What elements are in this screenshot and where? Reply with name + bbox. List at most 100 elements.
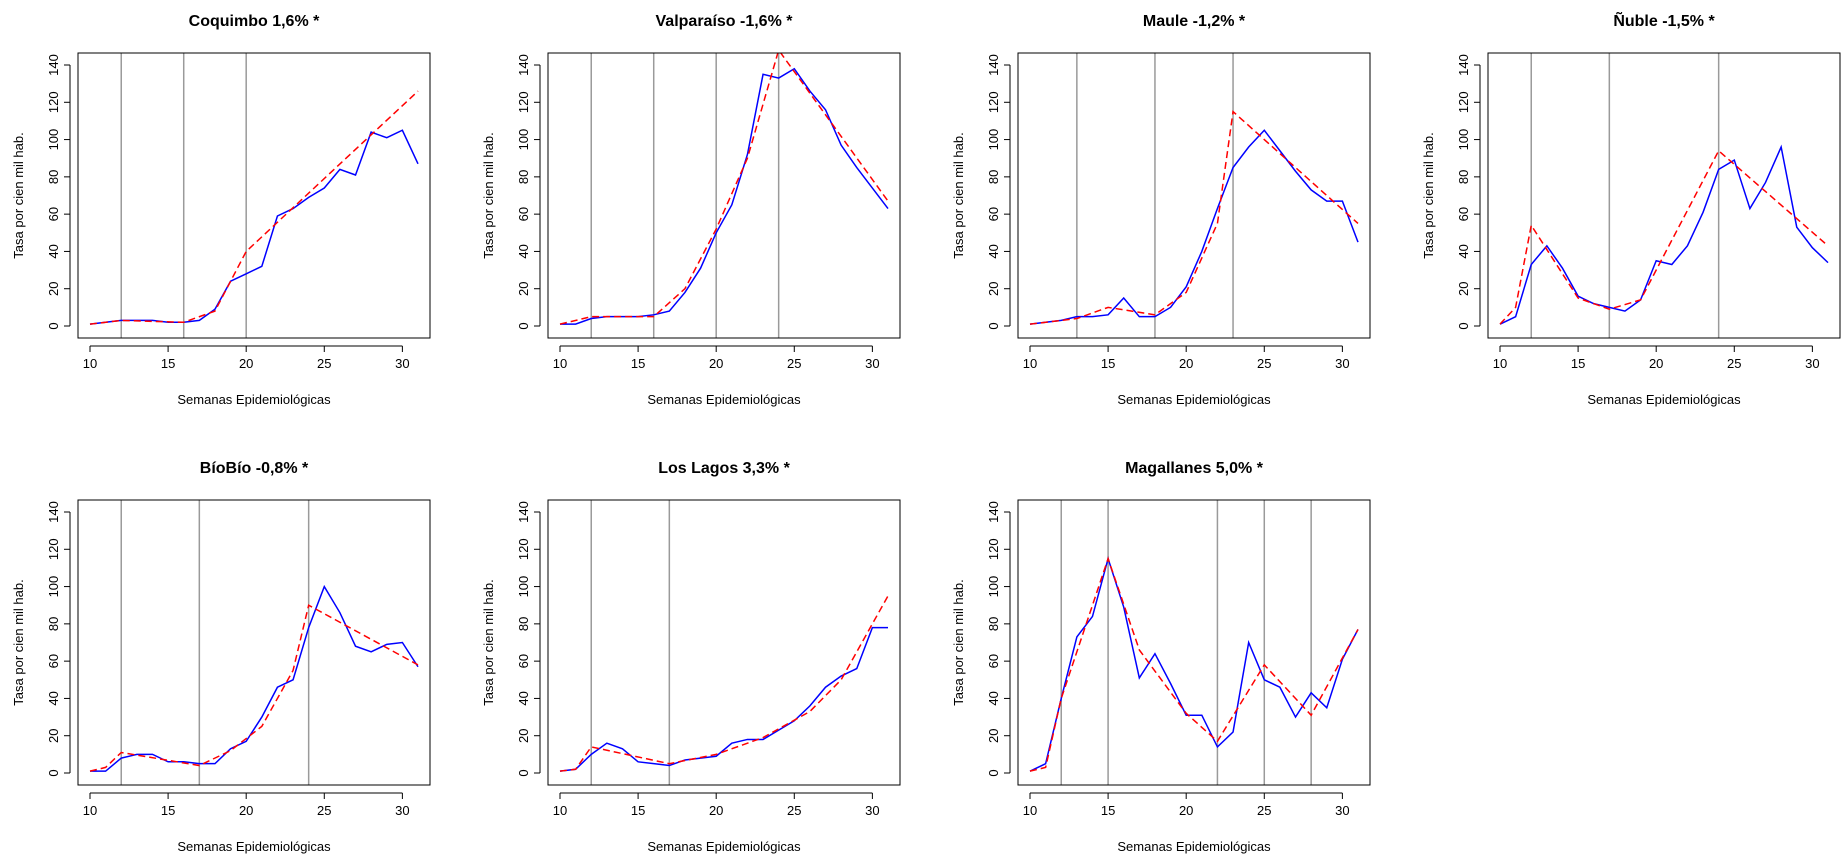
- y-tick-label: 40: [46, 691, 61, 705]
- y-tick-label: 140: [516, 501, 531, 523]
- y-tick-label: 80: [1456, 170, 1471, 184]
- y-tick-label: 120: [516, 91, 531, 113]
- y-tick-label: 140: [986, 501, 1001, 523]
- x-tick-label: 10: [1023, 803, 1037, 818]
- x-axis-label: Semanas Epidemiológicas: [647, 839, 801, 854]
- y-tick-label: 80: [986, 617, 1001, 631]
- y-tick-label: 100: [516, 576, 531, 598]
- chart-title: Ñuble -1,5% *: [1613, 10, 1715, 30]
- y-tick-label: 40: [516, 244, 531, 258]
- x-tick-label: 10: [553, 356, 567, 371]
- y-tick-label: 0: [516, 322, 531, 329]
- chart-panel: Coquimbo 1,6% * 10 15 20 25 30 0 20 40 60 80 100 120…: [11, 13, 431, 407]
- x-axis-label: Semanas Epidemiológicas: [177, 839, 331, 854]
- y-tick-label: 120: [1456, 91, 1471, 113]
- y-axis-label: Tasa por cien mil hab.: [11, 132, 26, 258]
- chart-title: Maule -1,2% *: [1143, 13, 1246, 30]
- y-tick-label: 40: [516, 691, 531, 705]
- observed-rate-line: [560, 67, 889, 325]
- x-tick-label: 25: [787, 803, 801, 818]
- observed-rate-line: [559, 626, 888, 772]
- y-tick-label: 80: [986, 170, 1001, 184]
- x-tick-label: 25: [787, 356, 801, 371]
- observed-rate-line: [1029, 555, 1359, 772]
- x-tick-label: 15: [631, 803, 645, 818]
- y-axis-label: Tasa por cien mil hab.: [481, 579, 496, 705]
- y-tick-label: 20: [46, 728, 61, 742]
- y-tick-label: 100: [46, 576, 61, 598]
- y-tick-label: 140: [46, 501, 61, 523]
- chart-panel: Los Lagos 3,3% * 10 15 20 25 30 0 20 40 60 80 100 12…: [481, 460, 901, 854]
- y-tick-label: 140: [1456, 54, 1471, 76]
- plot-frame: [77, 499, 431, 786]
- y-tick-label: 120: [46, 538, 61, 560]
- fitted-trend-line: [1029, 110, 1359, 325]
- y-tick-label: 80: [46, 617, 61, 631]
- plot-frame: [547, 499, 901, 786]
- x-tick-label: 30: [1335, 803, 1349, 818]
- x-tick-label: 25: [1257, 803, 1271, 818]
- y-tick-label: 20: [986, 728, 1001, 742]
- y-tick-label: 60: [516, 654, 531, 668]
- x-tick-label: 15: [631, 356, 645, 371]
- y-tick-label: 100: [986, 129, 1001, 151]
- chart-panel: Magallanes 5,0% * 10 15 20 25 30 0 20 40 60 80 100 1…: [951, 460, 1371, 854]
- chart-panel: BíoBío -0,8% * 10 15 20 25 30 0 20 40 60 80 100 120 1…: [11, 460, 431, 854]
- y-tick-label: 0: [986, 769, 1001, 776]
- x-tick-label: 25: [1727, 356, 1741, 371]
- y-tick-label: 60: [986, 654, 1001, 668]
- x-tick-label: 10: [1493, 356, 1507, 371]
- fitted-trend-line: [1029, 556, 1359, 772]
- chart-panel: Ñuble -1,5% * 10 15 20 25 30 0 20 40 60 80 100 120 14…: [1421, 10, 1841, 407]
- y-tick-label: 0: [46, 322, 61, 329]
- y-tick-label: 80: [516, 617, 531, 631]
- observed-rate-line: [89, 129, 419, 325]
- y-tick-label: 140: [516, 54, 531, 76]
- y-tick-label: 120: [46, 91, 61, 113]
- x-axis-label: Semanas Epidemiológicas: [647, 392, 801, 407]
- y-tick-label: 60: [46, 654, 61, 668]
- plot-frame: [1017, 52, 1371, 339]
- y-tick-label: 60: [986, 207, 1001, 221]
- x-tick-label: 20: [709, 356, 723, 371]
- y-tick-label: 60: [516, 207, 531, 221]
- y-tick-label: 40: [1456, 244, 1471, 258]
- y-tick-label: 60: [46, 207, 61, 221]
- y-tick-label: 100: [986, 576, 1001, 598]
- x-tick-label: 30: [1335, 356, 1349, 371]
- y-tick-label: 100: [46, 129, 61, 151]
- y-tick-label: 140: [986, 54, 1001, 76]
- chart-title: Valparaíso -1,6% *: [656, 13, 794, 30]
- y-axis-label: Tasa por cien mil hab.: [951, 579, 966, 705]
- y-tick-label: 100: [516, 129, 531, 151]
- x-tick-label: 25: [317, 803, 331, 818]
- fitted-trend-line: [559, 595, 889, 772]
- y-tick-label: 0: [46, 769, 61, 776]
- x-tick-label: 10: [83, 356, 97, 371]
- y-tick-label: 0: [516, 769, 531, 776]
- y-tick-label: 100: [1456, 129, 1471, 151]
- chart-panel: Valparaíso -1,6% * 10 15 20 25 30 0 20 40 60 80 100…: [481, 13, 901, 407]
- y-axis-label: Tasa por cien mil hab.: [1421, 132, 1436, 258]
- x-tick-label: 30: [1805, 356, 1819, 371]
- x-tick-label: 15: [161, 356, 175, 371]
- x-axis-label: Semanas Epidemiológicas: [1117, 392, 1271, 407]
- observed-rate-line: [90, 584, 419, 772]
- x-tick-label: 20: [239, 356, 253, 371]
- x-tick-label: 30: [865, 356, 879, 371]
- observed-rate-line: [1499, 144, 1829, 325]
- y-axis-label: Tasa por cien mil hab.: [951, 132, 966, 258]
- x-tick-label: 10: [1023, 356, 1037, 371]
- y-tick-label: 40: [986, 244, 1001, 258]
- y-tick-label: 80: [516, 170, 531, 184]
- x-tick-label: 20: [239, 803, 253, 818]
- y-tick-label: 0: [986, 322, 1001, 329]
- x-tick-label: 20: [1649, 356, 1663, 371]
- y-tick-label: 80: [46, 170, 61, 184]
- x-tick-label: 10: [553, 803, 567, 818]
- y-tick-label: 60: [1456, 207, 1471, 221]
- x-axis-label: Semanas Epidemiológicas: [1117, 839, 1271, 854]
- chart-title: Magallanes 5,0% *: [1125, 460, 1264, 477]
